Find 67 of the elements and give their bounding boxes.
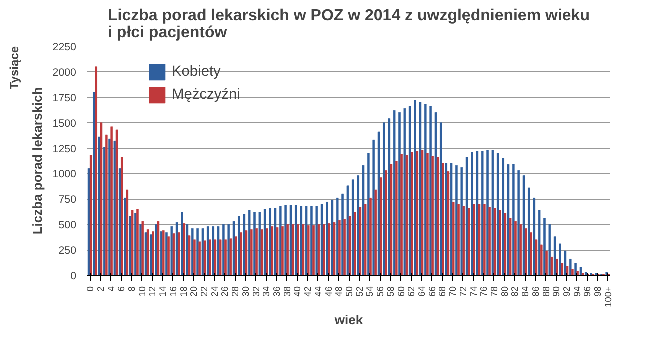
x-tick-label: 38 <box>282 286 292 297</box>
x-tick-label: 6 <box>116 286 127 292</box>
x-tick-label: 94 <box>572 286 582 297</box>
x-tick-label: 36 <box>272 286 282 297</box>
y-tick-label: 1000 <box>52 168 77 181</box>
x-tick-label: 72 <box>458 286 468 297</box>
x-tick-label: 100+ <box>603 286 614 308</box>
y-tick-label: 0 <box>70 270 77 282</box>
x-tick-label: 30 <box>240 286 251 297</box>
legend-label: Kobiety <box>172 64 221 80</box>
x-tick-label: 32 <box>251 286 262 297</box>
x-tick-label: 4 <box>106 286 116 292</box>
x-tick-label: 80 <box>500 286 510 297</box>
y-tick-label: 1250 <box>52 143 77 156</box>
x-tick-label: 92 <box>562 286 572 297</box>
x-tick-label: 44 <box>313 286 324 297</box>
x-tick-label: 40 <box>292 286 303 297</box>
x-axis-title: wiek <box>334 312 364 328</box>
x-tick-label: 60 <box>396 286 406 297</box>
x-tick-label: 78 <box>489 286 500 297</box>
x-tick-label: 28 <box>230 286 241 297</box>
legend-label: Mężczyźni <box>172 87 240 103</box>
x-tick-label: 90 <box>552 286 562 297</box>
x-tick-label: 54 <box>365 286 376 297</box>
x-tick-label: 96 <box>582 286 593 297</box>
x-tick-label: 70 <box>448 286 458 297</box>
y-tick-label: 250 <box>58 245 77 258</box>
x-tick-label: 46 <box>324 286 334 297</box>
x-tick-label: 26 <box>220 286 230 297</box>
x-tick-label: 20 <box>189 286 200 297</box>
y-tick-label: 750 <box>58 194 77 206</box>
x-tick-label: 42 <box>303 286 314 297</box>
x-tick-label: 8 <box>127 286 138 292</box>
y-axis-title: Liczba porad lekarskich <box>30 87 45 235</box>
x-tick-label: 68 <box>438 286 448 297</box>
x-tick-label: 24 <box>210 286 220 297</box>
x-tick-label: 0 <box>86 286 96 292</box>
x-tick-label: 14 <box>158 286 168 297</box>
x-tick-label: 48 <box>334 286 344 297</box>
x-tick-label: 58 <box>386 286 396 297</box>
x-tick-label: 82 <box>510 286 520 297</box>
x-tick-label: 16 <box>168 286 178 297</box>
y-tick-label: 2000 <box>52 66 77 79</box>
x-tick-label: 56 <box>376 286 386 297</box>
y-tick-label: 1750 <box>52 92 77 104</box>
x-tick-label: 10 <box>137 286 148 297</box>
x-tick-label: 84 <box>520 286 531 297</box>
x-tick-label: 62 <box>406 286 417 297</box>
y-tick-label: 500 <box>58 220 77 232</box>
x-tick-label: 64 <box>416 286 427 297</box>
x-tick-label: 66 <box>427 286 438 297</box>
x-tick-label: 34 <box>262 286 272 297</box>
text: Tysiące <box>8 46 22 90</box>
x-tick-label: 52 <box>354 286 365 297</box>
x-tick-label: 76 <box>479 286 490 297</box>
x-tick-label: 22 <box>200 286 210 297</box>
x-tick-label: 50 <box>344 286 354 297</box>
x-tick-label: 98 <box>593 286 604 297</box>
x-tick-label: 18 <box>178 286 189 297</box>
x-tick-label: 12 <box>148 286 158 297</box>
x-tick-label: 2 <box>96 286 106 292</box>
x-tick-label: 74 <box>468 286 479 297</box>
x-tick-label: 86 <box>530 286 541 297</box>
x-tick-label: 88 <box>541 286 552 297</box>
chart-title: Liczba porad lekarskich w POZ w 2014 z uwzględnieniem wieku i płci pacjentów <box>108 8 590 42</box>
y-tick-label: 1500 <box>52 118 77 130</box>
y-tick-label: 2250 <box>52 42 77 54</box>
